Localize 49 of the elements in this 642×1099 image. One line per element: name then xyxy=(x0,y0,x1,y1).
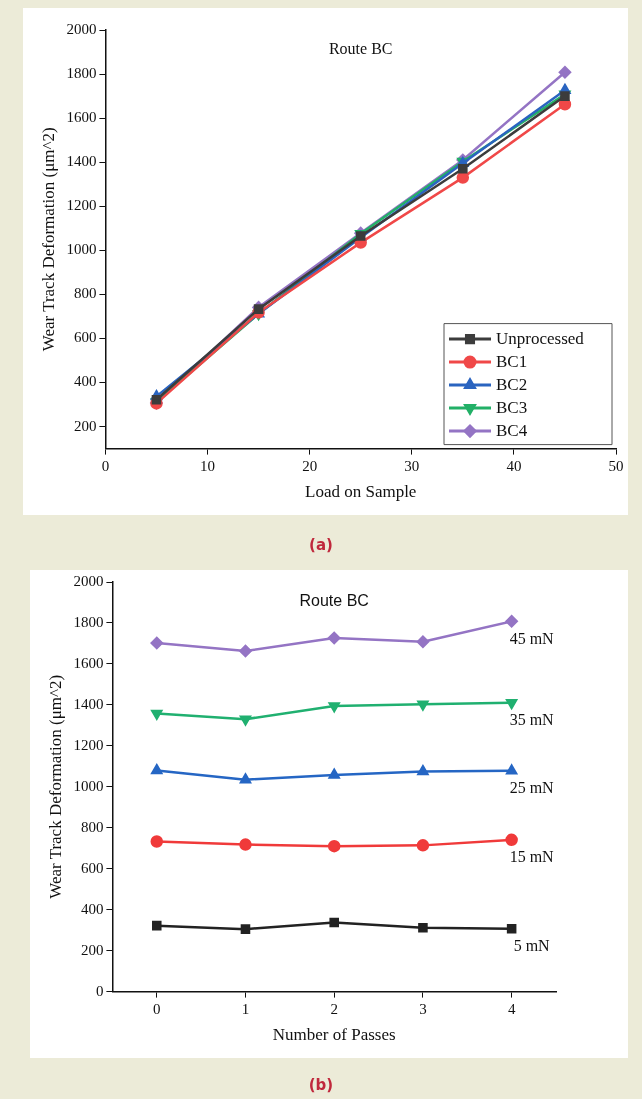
y-tick-label: 1200 xyxy=(66,197,97,214)
y-tick-label: 1200 xyxy=(73,736,104,753)
series-label: 5 mN xyxy=(513,936,551,954)
text: Route BC xyxy=(328,40,393,58)
y-tick-label: 2000 xyxy=(73,572,104,589)
y-tick-label: 1000 xyxy=(66,241,97,258)
y-axis-title: Wear Track Deformation (μm^2) xyxy=(45,674,65,899)
legend-label: Unprocessed xyxy=(496,328,585,348)
y-tick-label: 800 xyxy=(80,818,104,835)
x-tick-label: 50 xyxy=(608,457,624,474)
x-tick-label: 20 xyxy=(302,457,318,474)
text: Route BC xyxy=(299,592,369,610)
legend-label: BC2 xyxy=(496,374,528,394)
x-axis-title: Number of Passes xyxy=(272,1025,396,1045)
series-label: 35 mN xyxy=(509,711,555,729)
y-tick-label: 1400 xyxy=(73,695,104,712)
x-tick-label: 10 xyxy=(200,457,216,474)
y-tick-label: 1000 xyxy=(73,777,104,794)
legend-label: BC3 xyxy=(496,397,528,417)
y-tick-label: 1400 xyxy=(66,153,97,170)
x-tick-label: 1 xyxy=(241,1000,250,1017)
y-tick-label: 600 xyxy=(73,329,97,346)
y-tick-label: 0 xyxy=(95,982,104,999)
x-tick-label: 0 xyxy=(153,1000,161,1017)
x-tick-label: 2 xyxy=(330,1000,338,1017)
y-tick-label: 400 xyxy=(80,900,104,917)
x-tick-label: 30 xyxy=(404,457,420,474)
y-tick-label: 1800 xyxy=(66,65,97,81)
x-tick-label: 4 xyxy=(507,1000,516,1017)
series-label: 25 mN xyxy=(509,779,555,797)
y-tick-label: 2000 xyxy=(66,20,97,37)
x-tick-label: 40 xyxy=(506,457,522,474)
x-axis-title: Load on Sample xyxy=(304,482,417,502)
legend-label: BC1 xyxy=(496,351,528,371)
y-tick-label: 1600 xyxy=(66,109,97,126)
y-tick-label: 800 xyxy=(73,285,97,302)
series-label: 45 mN xyxy=(509,629,555,647)
y-tick-label: 600 xyxy=(80,859,104,876)
y-tick-label: 1800 xyxy=(73,613,104,630)
y-tick-label: 200 xyxy=(80,941,104,958)
y-tick-label: 400 xyxy=(73,373,97,390)
text: (a) xyxy=(308,536,334,554)
text: (b) xyxy=(307,1076,335,1094)
y-tick-label: 200 xyxy=(73,417,97,434)
legend-label: BC4 xyxy=(496,420,528,440)
x-tick-label: 3 xyxy=(419,1000,427,1017)
y-tick-label: 1600 xyxy=(73,654,104,671)
series-label: 15 mN xyxy=(509,848,555,866)
y-axis-title: Wear Track Deformation (μm^2) xyxy=(38,127,58,352)
